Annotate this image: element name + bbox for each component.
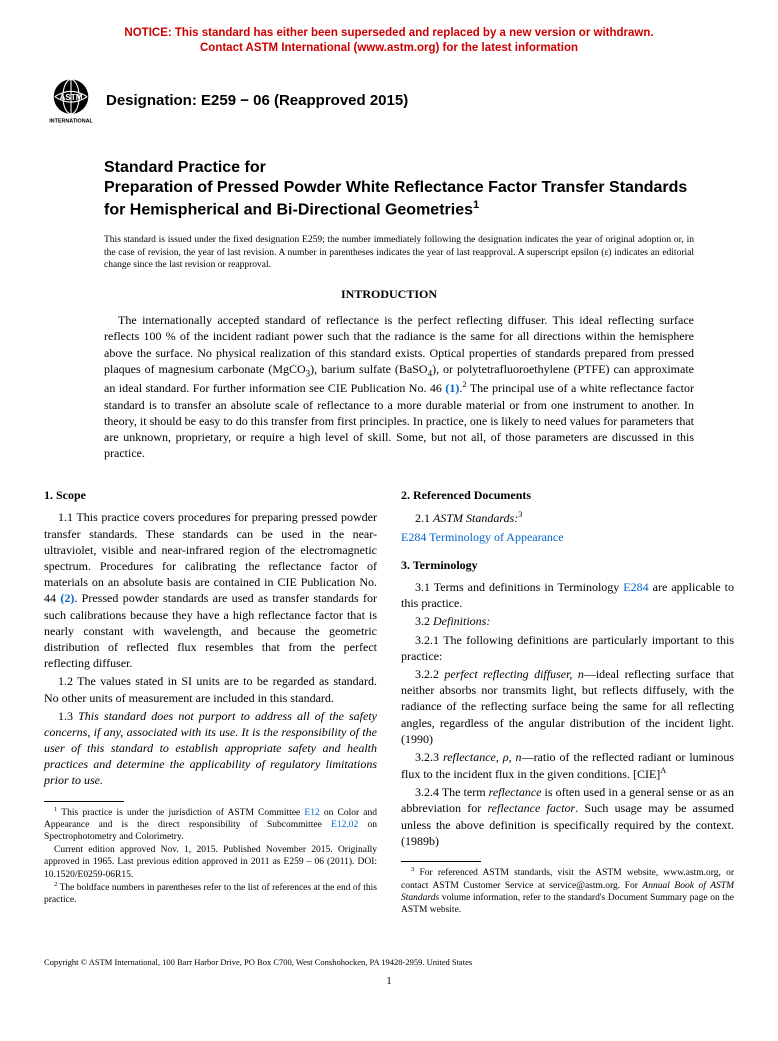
footnote-1b: Current edition approved Nov. 1, 2015. P… bbox=[44, 844, 377, 881]
para-3-2-1: 3.2.1 The following definitions are part… bbox=[401, 632, 734, 664]
notice-banner: NOTICE: This standard has either been su… bbox=[44, 26, 734, 56]
subcommittee-link[interactable]: E12.02 bbox=[331, 820, 358, 830]
svg-text:ASTM: ASTM bbox=[60, 93, 83, 102]
para-3-2-3: 3.2.3 reflectance, ρ, n—ratio of the ref… bbox=[401, 749, 734, 782]
astm-logo-icon: ASTM INTERNATIONAL bbox=[44, 74, 98, 128]
footnote-1: 1 This practice is under the jurisdictio… bbox=[44, 806, 377, 844]
issuance-note: This standard is issued under the fixed … bbox=[104, 234, 694, 271]
para-1-1: 1.1 This practice covers procedures for … bbox=[44, 509, 377, 671]
standard-link[interactable]: E284 bbox=[401, 530, 426, 544]
notice-line1: NOTICE: This standard has either been su… bbox=[124, 27, 653, 39]
standard-link[interactable]: E284 bbox=[623, 580, 648, 594]
section-1-head: 1. Scope bbox=[44, 487, 377, 503]
para-3-2-4: 3.2.4 The term reflectance is often used… bbox=[401, 784, 734, 849]
para-2-1: 2.1 ASTM Standards:3 bbox=[401, 509, 734, 526]
title-block: Standard Practice for Preparation of Pre… bbox=[104, 158, 694, 220]
two-column-body: 1. Scope 1.1 This practice covers proced… bbox=[44, 481, 734, 916]
footnote-3: 3 For referenced ASTM standards, visit t… bbox=[401, 866, 734, 917]
ref-link[interactable]: (2) bbox=[60, 591, 74, 605]
title-main: Preparation of Pressed Powder White Refl… bbox=[104, 178, 694, 220]
section-3-head: 3. Terminology bbox=[401, 557, 734, 573]
para-3-1: 3.1 Terms and definitions in Terminology… bbox=[401, 579, 734, 611]
svg-text:INTERNATIONAL: INTERNATIONAL bbox=[49, 118, 93, 124]
left-column: 1. Scope 1.1 This practice covers proced… bbox=[44, 481, 377, 916]
footnote-rule bbox=[44, 801, 124, 802]
para-3-2-2: 3.2.2 perfect reflecting diffuser, n—ide… bbox=[401, 666, 734, 747]
committee-link[interactable]: E12 bbox=[304, 808, 319, 818]
footnote-2: 2 The boldface numbers in parentheses re… bbox=[44, 881, 377, 907]
para-1-3: 1.3 This standard does not purport to ad… bbox=[44, 708, 377, 789]
footnote-rule bbox=[401, 861, 481, 862]
intro-paragraph: The internationally accepted standard of… bbox=[104, 312, 694, 461]
intro-heading: INTRODUCTION bbox=[44, 287, 734, 302]
header-row: ASTM INTERNATIONAL Designation: E259 − 0… bbox=[44, 74, 734, 128]
ref-link[interactable]: (1) bbox=[445, 381, 459, 395]
designation: Designation: E259 − 06 (Reapproved 2015) bbox=[106, 92, 408, 109]
notice-line2: Contact ASTM International (www.astm.org… bbox=[200, 42, 578, 54]
right-column: 2. Referenced Documents 2.1 ASTM Standar… bbox=[401, 481, 734, 916]
ref-e284: E284 Terminology of Appearance bbox=[401, 529, 734, 545]
para-3-2: 3.2 Definitions: bbox=[401, 613, 734, 629]
title-lead: Standard Practice for bbox=[104, 158, 694, 178]
section-2-head: 2. Referenced Documents bbox=[401, 487, 734, 503]
para-1-2: 1.2 The values stated in SI units are to… bbox=[44, 673, 377, 705]
page-number: 1 bbox=[44, 975, 734, 987]
copyright-line: Copyright © ASTM International, 100 Barr… bbox=[44, 957, 734, 967]
